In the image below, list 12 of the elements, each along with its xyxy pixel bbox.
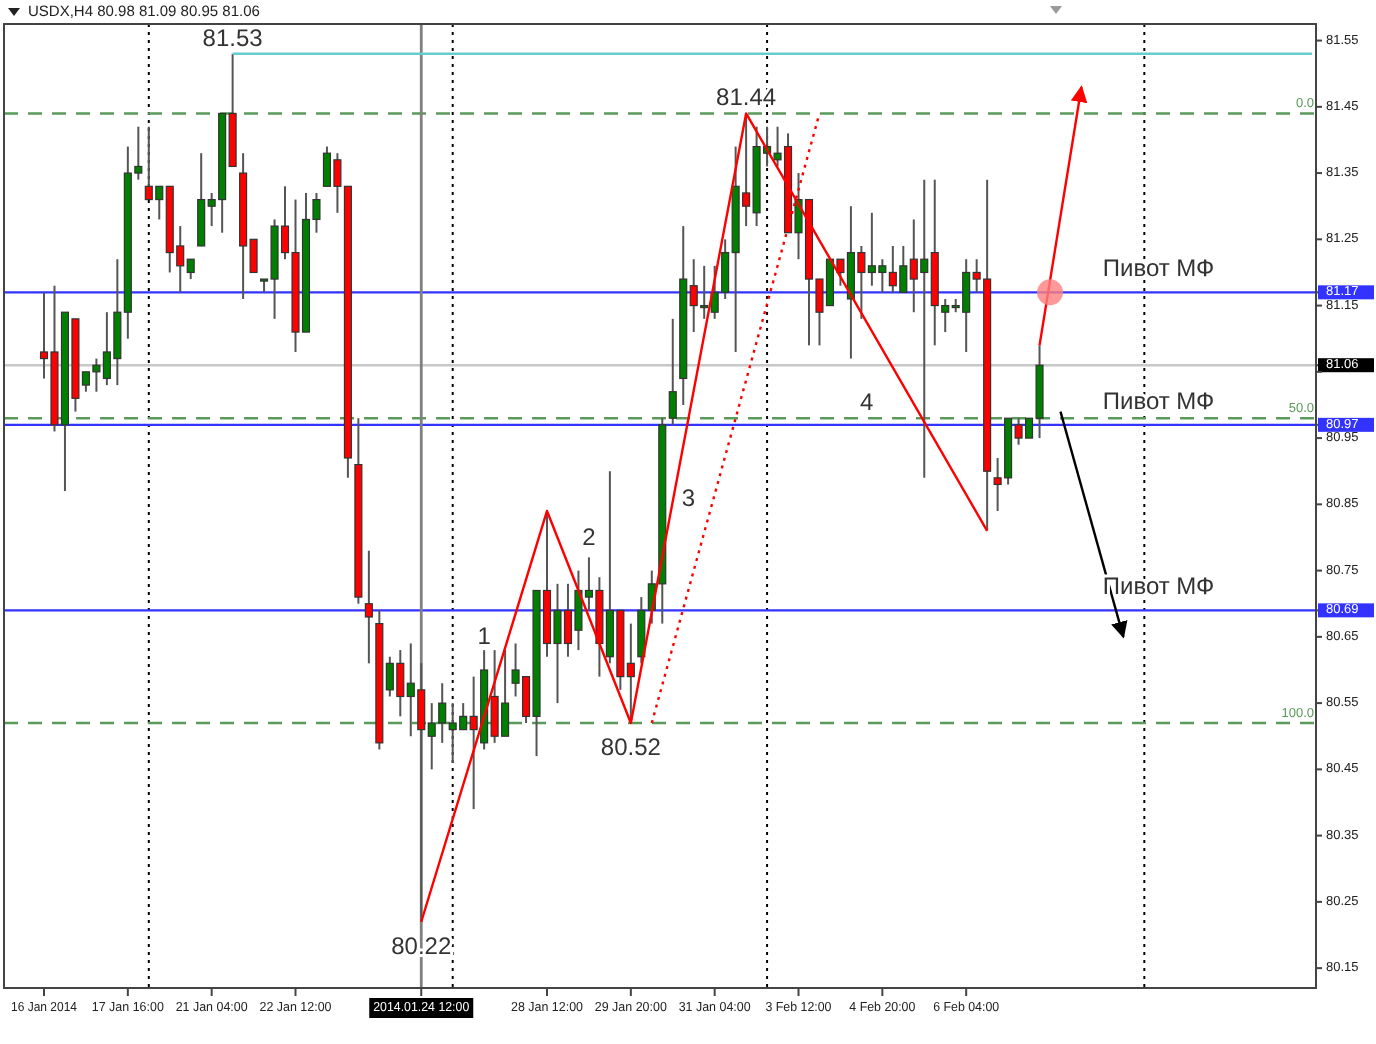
line-series: [420, 112, 989, 923]
annotation: 2: [582, 522, 597, 551]
data-label: 80.52: [600, 732, 662, 761]
annotation: 3: [681, 484, 696, 513]
data-label: 81.53: [202, 23, 264, 52]
ref-line-label: Пивот МФ: [1102, 254, 1215, 283]
annotation: 4: [859, 388, 874, 417]
ref-line-label: Пивот МФ: [1102, 386, 1215, 415]
data-label: 81.44: [716, 83, 777, 112]
candlestick: [364, 549, 373, 665]
annotation: 1: [477, 622, 492, 651]
candlestick: [668, 317, 677, 426]
